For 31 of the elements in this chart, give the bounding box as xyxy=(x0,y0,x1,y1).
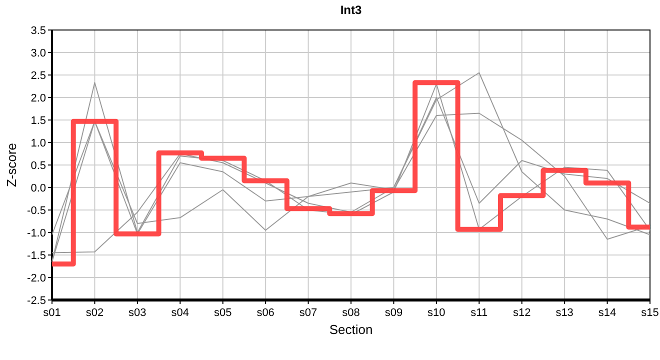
x-axis-title: Section xyxy=(329,322,373,337)
y-tick-label: -1.5 xyxy=(27,250,46,262)
y-axis-title: Z-score xyxy=(4,142,19,188)
y-tick-label: 0.0 xyxy=(30,182,46,194)
y-tick-label: -0.5 xyxy=(27,204,46,217)
y-tick-label: -2.0 xyxy=(27,272,46,284)
y-tick-label: 1.0 xyxy=(30,137,46,150)
y-tick-label: 1.5 xyxy=(30,114,46,127)
x-tick-label: s05 xyxy=(214,307,232,319)
y-tick-label: 3.5 xyxy=(30,24,46,37)
x-tick-label: s03 xyxy=(128,307,146,319)
y-tick-label: 2.0 xyxy=(30,92,46,104)
x-tick-label: s11 xyxy=(470,307,488,319)
y-tick-label: 2.5 xyxy=(30,70,46,82)
y-tick-label: -2.5 xyxy=(27,294,46,307)
chart-title: Int3 xyxy=(340,3,362,17)
x-tick-label: s15 xyxy=(641,307,659,319)
x-tick-label: s02 xyxy=(86,307,104,319)
x-tick-label: s01 xyxy=(43,307,61,319)
x-tick-label: s14 xyxy=(598,307,616,319)
y-tick-label: 0.5 xyxy=(30,160,46,172)
x-tick-label: s06 xyxy=(256,307,274,319)
y-tick-label: 3.0 xyxy=(30,47,46,60)
x-tick-label: s10 xyxy=(428,307,446,319)
x-tick-label: s07 xyxy=(299,307,318,319)
y-tick-label: -1.0 xyxy=(27,227,46,240)
x-tick-label: s12 xyxy=(512,307,531,319)
x-tick-label: s13 xyxy=(556,307,574,319)
x-tick-label: s04 xyxy=(171,307,190,319)
x-tick-label: s09 xyxy=(384,307,403,319)
x-tick-label: s08 xyxy=(342,307,360,319)
